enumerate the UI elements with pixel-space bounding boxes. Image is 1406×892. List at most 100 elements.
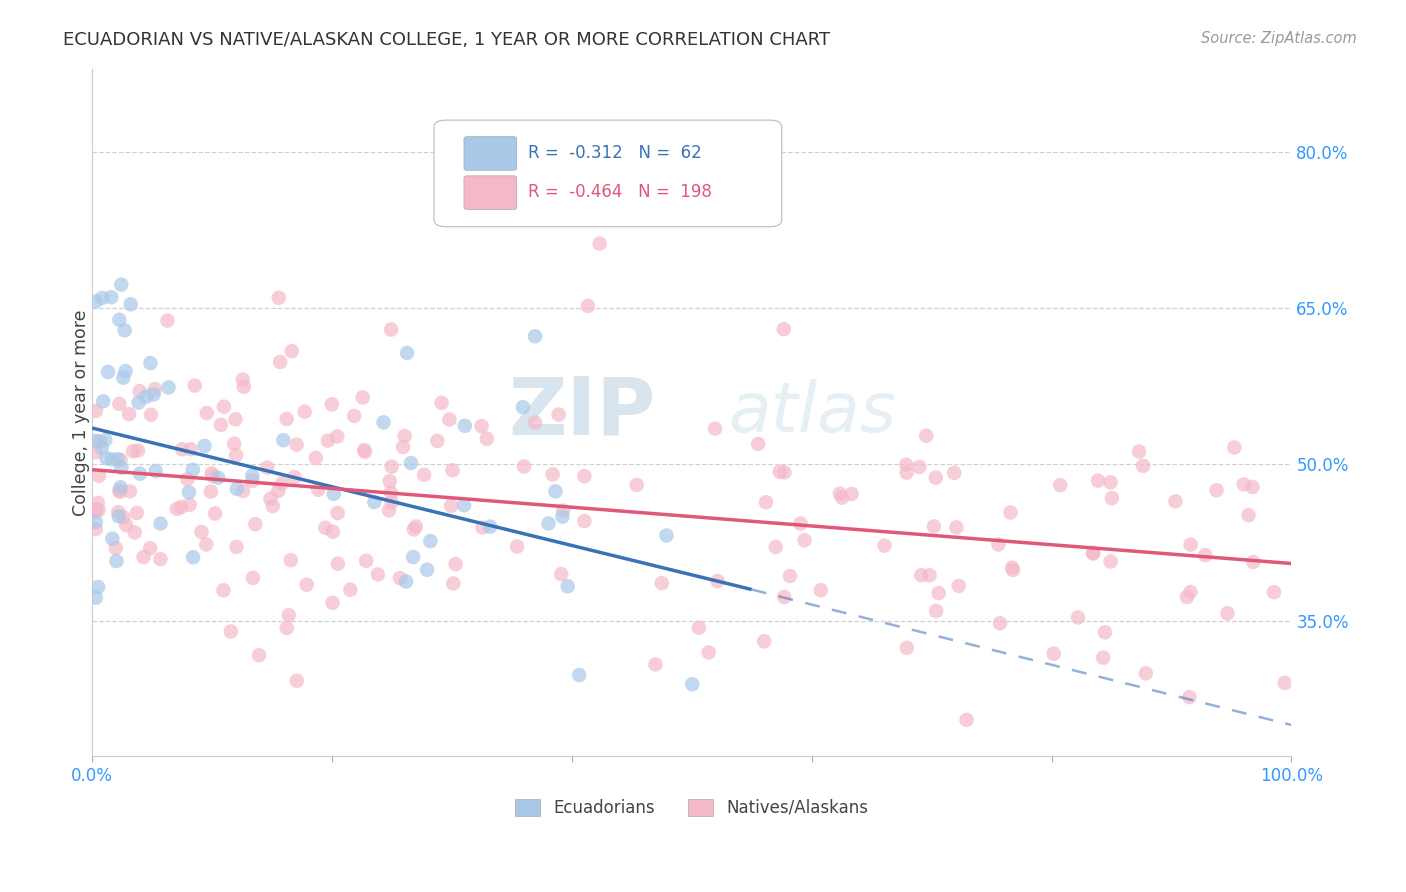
Point bbox=[177, 485, 200, 500]
Point bbox=[277, 608, 299, 623]
Point bbox=[557, 579, 579, 593]
Point bbox=[305, 450, 328, 465]
Point bbox=[1081, 545, 1104, 559]
Point bbox=[1175, 590, 1198, 604]
Point bbox=[381, 495, 404, 509]
Point bbox=[142, 387, 165, 401]
Point bbox=[176, 472, 198, 486]
Point bbox=[706, 574, 728, 588]
Point bbox=[441, 576, 464, 591]
Point bbox=[316, 434, 339, 448]
Point bbox=[108, 484, 131, 499]
Point bbox=[779, 569, 801, 583]
Point bbox=[200, 484, 222, 499]
Point bbox=[426, 434, 449, 448]
Point bbox=[1099, 555, 1122, 569]
Point bbox=[224, 436, 246, 450]
Point bbox=[430, 396, 453, 410]
Point bbox=[326, 557, 349, 571]
Point bbox=[100, 290, 122, 304]
Point bbox=[553, 503, 575, 517]
Point bbox=[1164, 494, 1187, 508]
Point bbox=[1263, 585, 1285, 599]
Point bbox=[747, 437, 769, 451]
Point bbox=[394, 429, 416, 443]
Point bbox=[793, 533, 815, 548]
Point bbox=[129, 467, 152, 481]
Point bbox=[576, 299, 599, 313]
Point bbox=[873, 539, 896, 553]
Point bbox=[84, 434, 107, 448]
Point bbox=[388, 571, 411, 585]
Point bbox=[180, 442, 202, 457]
Point bbox=[955, 713, 977, 727]
Point bbox=[245, 517, 267, 532]
Point bbox=[381, 459, 404, 474]
Point bbox=[367, 567, 389, 582]
Point bbox=[925, 604, 948, 618]
Point bbox=[271, 476, 294, 491]
Point bbox=[399, 456, 422, 470]
Point bbox=[112, 370, 135, 384]
Point bbox=[267, 484, 290, 499]
Point bbox=[114, 364, 136, 378]
Text: Source: ZipAtlas.com: Source: ZipAtlas.com bbox=[1201, 31, 1357, 46]
Point bbox=[550, 567, 572, 582]
Point bbox=[1180, 585, 1202, 599]
Point bbox=[651, 576, 673, 591]
Point bbox=[276, 412, 298, 426]
Point bbox=[273, 433, 295, 447]
Point bbox=[524, 416, 547, 430]
Point bbox=[441, 463, 464, 477]
Point bbox=[922, 519, 945, 533]
Point bbox=[354, 444, 377, 458]
Point bbox=[232, 483, 254, 498]
Point bbox=[828, 487, 851, 501]
Point bbox=[1135, 666, 1157, 681]
Point bbox=[551, 509, 574, 524]
Point bbox=[84, 591, 107, 605]
Point bbox=[343, 409, 366, 423]
Point bbox=[773, 590, 796, 604]
Point bbox=[84, 294, 107, 309]
Point bbox=[413, 467, 436, 482]
Point bbox=[242, 571, 264, 585]
Point bbox=[544, 484, 567, 499]
Point bbox=[396, 346, 419, 360]
Point bbox=[195, 537, 218, 551]
Text: R =  -0.312   N =  62: R = -0.312 N = 62 bbox=[527, 145, 702, 162]
Point bbox=[195, 406, 218, 420]
Point bbox=[537, 516, 560, 531]
Point bbox=[193, 439, 215, 453]
Point bbox=[115, 518, 138, 533]
Point bbox=[831, 491, 853, 505]
Point bbox=[259, 491, 281, 506]
Point bbox=[1180, 538, 1202, 552]
Text: ZIP: ZIP bbox=[509, 374, 655, 451]
Point bbox=[419, 534, 441, 549]
Point bbox=[574, 514, 596, 528]
Point bbox=[104, 541, 127, 555]
Point bbox=[232, 380, 254, 394]
Point bbox=[84, 445, 107, 459]
Point bbox=[107, 505, 129, 519]
Point bbox=[143, 382, 166, 396]
Point bbox=[87, 469, 110, 483]
Point bbox=[772, 322, 794, 336]
Point bbox=[139, 408, 162, 422]
Point bbox=[201, 469, 224, 483]
Point bbox=[209, 417, 232, 432]
Point bbox=[84, 502, 107, 516]
Point bbox=[574, 469, 596, 483]
Point bbox=[110, 277, 132, 292]
Point bbox=[988, 616, 1011, 631]
Point bbox=[124, 525, 146, 540]
Point bbox=[908, 459, 931, 474]
Point bbox=[96, 451, 118, 466]
Point bbox=[156, 313, 179, 327]
Point bbox=[183, 378, 205, 392]
Point bbox=[108, 397, 131, 411]
Point bbox=[114, 323, 136, 337]
Point bbox=[1237, 508, 1260, 523]
Legend: Ecuadorians, Natives/Alaskans: Ecuadorians, Natives/Alaskans bbox=[509, 792, 876, 823]
